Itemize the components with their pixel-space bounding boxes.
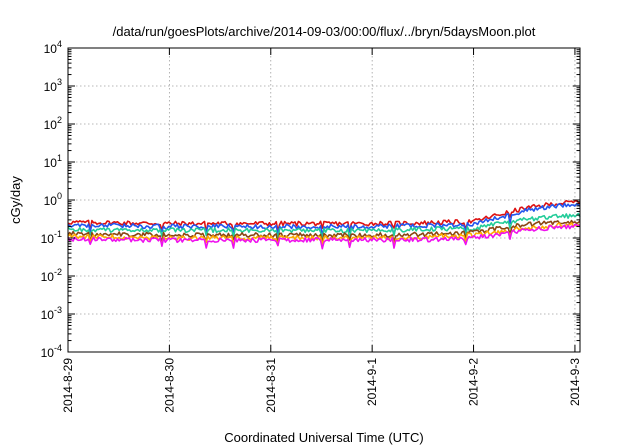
ticks bbox=[67, 47, 580, 353]
y-axis-label: cGy/day bbox=[8, 176, 23, 224]
y-tick-label: 10-3 bbox=[41, 305, 62, 322]
y-tick-label: 101 bbox=[44, 153, 62, 170]
y-tick-label: 10-2 bbox=[41, 267, 62, 284]
series-line bbox=[67, 212, 581, 240]
x-tick-label: 2014-8-31 bbox=[264, 358, 278, 413]
x-tick-label: 2014-8-30 bbox=[162, 358, 176, 413]
y-tick-labels: 10-4 10-3 10-2 10-1 100 101 102 103 104 bbox=[41, 39, 62, 360]
chart-title: /data/run/goesPlots/archive/2014-09-03/0… bbox=[113, 24, 536, 39]
x-axis-label: Coordinated Universal Time (UTC) bbox=[224, 430, 423, 445]
y-tick-label: 100 bbox=[44, 191, 62, 208]
series-layer bbox=[67, 199, 581, 250]
x-tick-labels: 2014-8-29 2014-8-30 2014-8-31 2014-9-1 2014-… bbox=[61, 358, 582, 413]
y-tick-label: 103 bbox=[44, 77, 62, 94]
x-tick-label: 2014-9-1 bbox=[365, 358, 379, 406]
series-line bbox=[67, 202, 581, 237]
series-line bbox=[67, 222, 581, 247]
series-line bbox=[67, 223, 581, 250]
grid bbox=[68, 48, 580, 352]
y-tick-label: 10-4 bbox=[41, 343, 62, 360]
x-tick-label: 2014-9-3 bbox=[568, 358, 582, 406]
x-tick-label: 2014-8-29 bbox=[61, 358, 75, 413]
x-tick-label: 2014-9-2 bbox=[467, 358, 481, 406]
y-tick-label: 10-1 bbox=[41, 229, 62, 246]
y-tick-label: 102 bbox=[44, 115, 62, 132]
y-tick-label: 104 bbox=[44, 39, 62, 56]
